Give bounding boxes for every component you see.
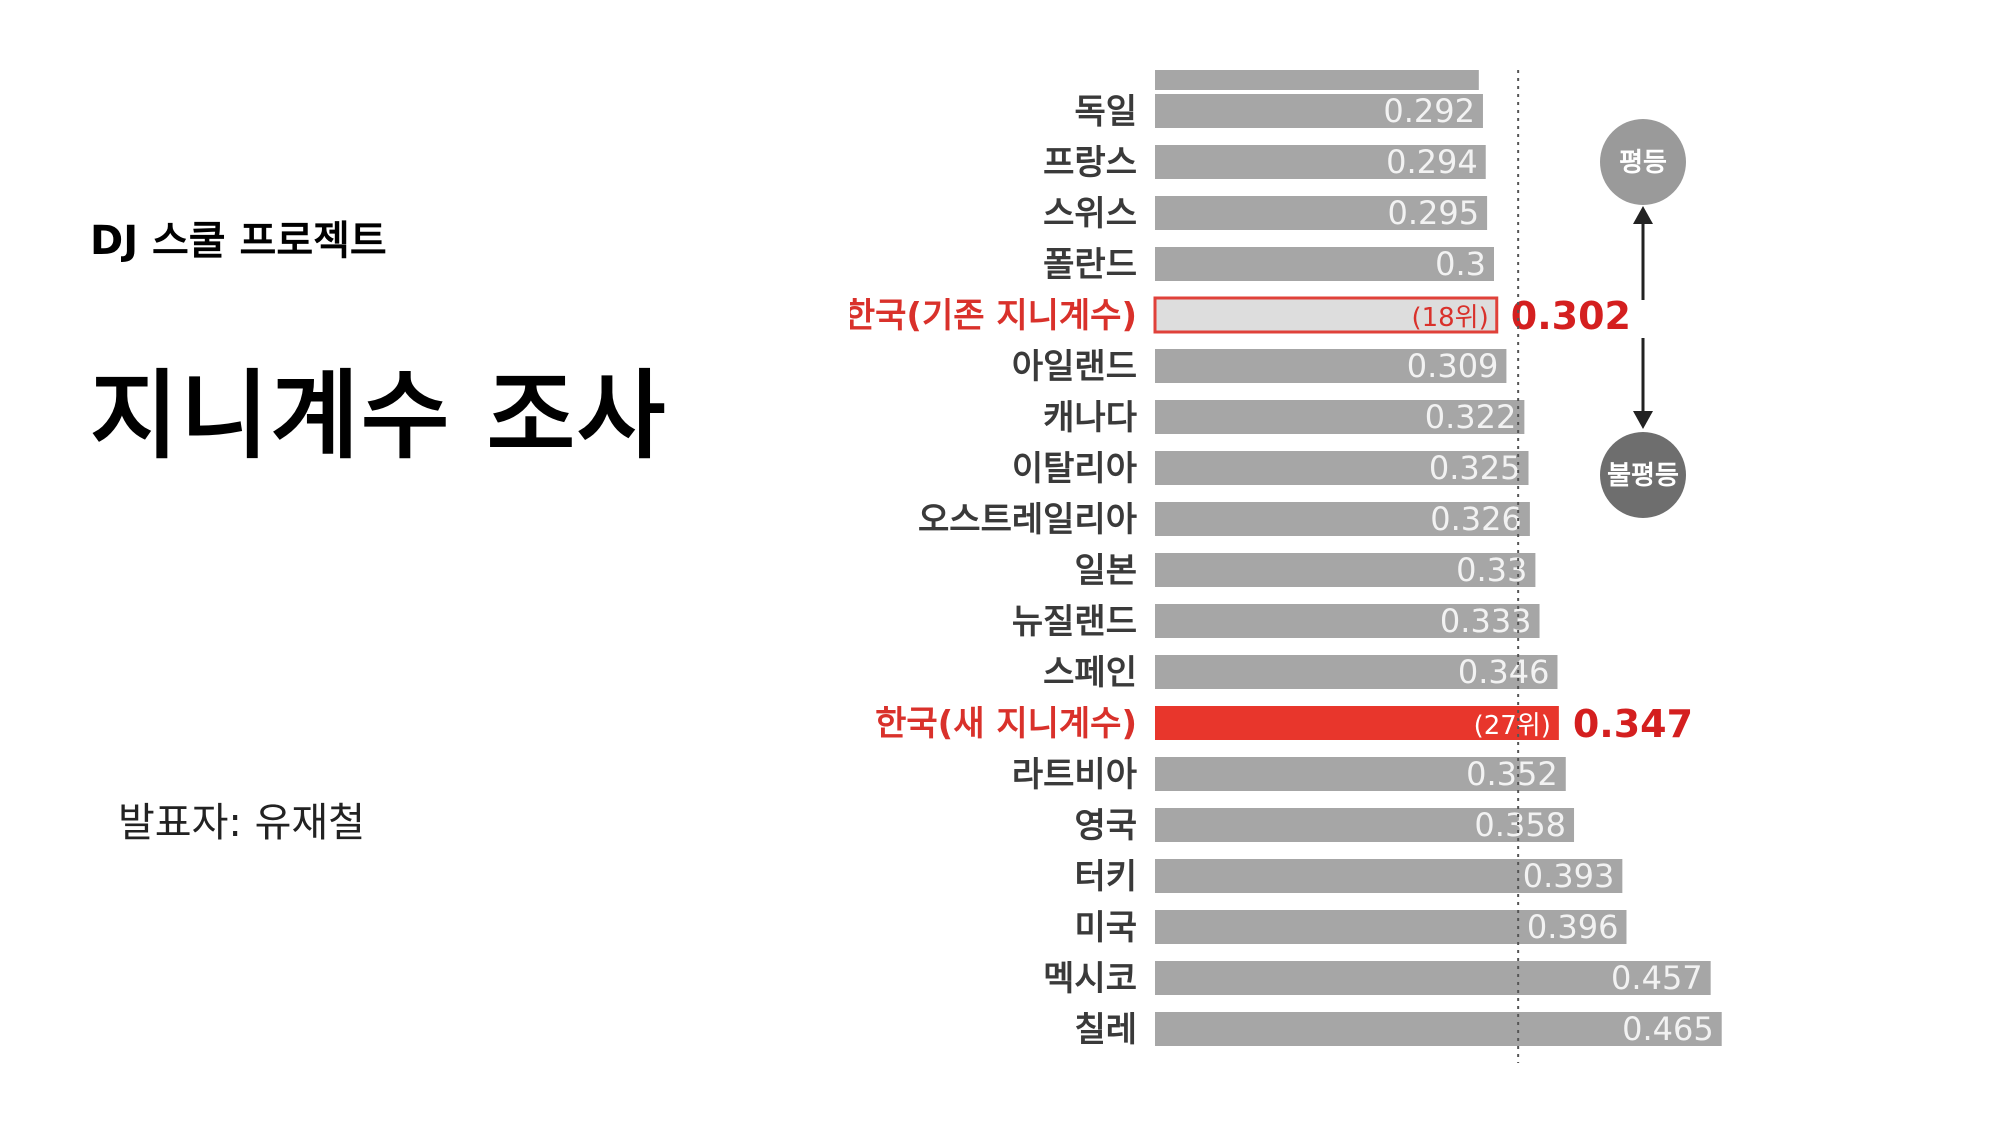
value-label: 0.393 (1523, 857, 1615, 895)
category-label: 영국 (1074, 806, 1137, 846)
category-label: 멕시코 (1043, 959, 1137, 999)
equal-bubble (1600, 119, 1686, 205)
bar (1155, 1012, 1722, 1046)
slide-title: 지니계수 조사 (90, 360, 668, 472)
bar (1155, 910, 1627, 944)
bar (1155, 757, 1566, 791)
gini-bar-chart: 독일 0.292 프랑스 0.294 스위스 0.295 폴란드 0.3 한국(기존 지니계수)… (850, 70, 1722, 1063)
value-label: 0.3 (1435, 245, 1486, 283)
value-label: (18위) (1411, 303, 1488, 333)
category-label: 라트비아 (1012, 755, 1137, 795)
bar (1155, 604, 1540, 638)
bar (1155, 400, 1525, 434)
value-label: 0.322 (1425, 398, 1517, 436)
bar (1155, 247, 1494, 281)
bar-highlight (1155, 706, 1559, 740)
equal-label: 평등 (1619, 148, 1667, 178)
value-label: 0.295 (1387, 194, 1479, 232)
value-label: 0.294 (1386, 143, 1478, 181)
bar (1155, 859, 1623, 893)
category-label: 일본 (1074, 551, 1137, 591)
value-label: 0.352 (1466, 755, 1558, 793)
category-label: 터키 (1074, 857, 1137, 897)
value-label: 0.346 (1458, 653, 1550, 691)
unequal-bubble (1600, 432, 1686, 518)
arrow-up-icon (1633, 206, 1653, 224)
category-label: 폴란드 (1043, 245, 1137, 285)
bar (1155, 553, 1536, 587)
bar (1155, 502, 1530, 536)
callout-value: 0.347 (1573, 702, 1693, 746)
category-label: 미국 (1074, 908, 1137, 948)
category-label: 한국(새 지니계수) (875, 704, 1137, 744)
unequal-label: 불평등 (1607, 461, 1679, 491)
value-label: 0.457 (1611, 959, 1703, 997)
value-label: 0.292 (1383, 92, 1475, 130)
bar (1155, 961, 1711, 995)
callout-value: 0.302 (1511, 294, 1631, 338)
bar-cutoff (1155, 70, 1479, 90)
value-label: 0.333 (1440, 602, 1532, 640)
value-label: 0.326 (1430, 500, 1522, 538)
value-label: 0.309 (1407, 347, 1499, 385)
value-label: 0.325 (1429, 449, 1521, 487)
category-label: 이탈리아 (1012, 449, 1137, 489)
category-label: 오스트레일리아 (918, 500, 1137, 540)
category-label: 뉴질랜드 (1012, 602, 1137, 642)
bar-highlight-outline (1153, 296, 1499, 334)
bar (1155, 196, 1488, 230)
category-label: 독일 (1074, 92, 1137, 132)
slide-subtitle: DJ 스쿨 프로젝트 (90, 218, 387, 264)
bar (1155, 145, 1486, 179)
category-label: 칠레 (1074, 1010, 1137, 1050)
value-label: 0.33 (1456, 551, 1527, 589)
value-label: 0.396 (1527, 908, 1619, 946)
category-label: 한국(기존 지니계수) (850, 296, 1137, 336)
bar (1155, 655, 1558, 689)
arrow-down-icon (1633, 411, 1653, 429)
bar (1155, 451, 1529, 485)
value-label: 0.358 (1474, 806, 1566, 844)
value-label: (27위) (1474, 711, 1551, 741)
presenter-label: 발표자: 유재철 (118, 800, 365, 846)
value-label: 0.465 (1622, 1010, 1714, 1048)
category-label: 캐나다 (1043, 398, 1137, 438)
bar (1155, 808, 1575, 842)
category-label: 프랑스 (1043, 143, 1137, 183)
category-label: 스페인 (1043, 653, 1137, 693)
category-label: 스위스 (1043, 194, 1137, 234)
bar (1155, 349, 1507, 383)
category-label: 아일랜드 (1012, 347, 1137, 387)
bar (1155, 94, 1483, 128)
